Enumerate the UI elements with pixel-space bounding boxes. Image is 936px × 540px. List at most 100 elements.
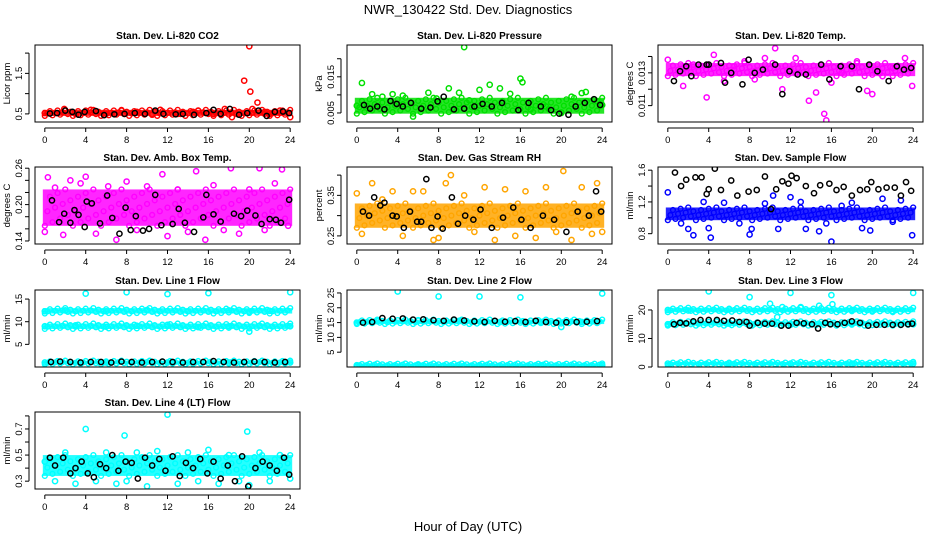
data-point bbox=[700, 215, 707, 223]
data-point bbox=[435, 234, 442, 242]
y-axis: 0.3 0.5 0.7 bbox=[14, 415, 30, 488]
x-tick-label: 24 bbox=[285, 257, 296, 268]
data-point bbox=[46, 454, 54, 462]
data-point bbox=[417, 108, 424, 116]
data-point bbox=[286, 290, 294, 296]
data-point bbox=[670, 320, 678, 328]
data-point bbox=[164, 204, 171, 211]
data-point bbox=[761, 61, 769, 68]
data-point bbox=[751, 69, 759, 77]
data-point bbox=[126, 472, 133, 480]
data-point bbox=[828, 291, 835, 299]
data-point bbox=[476, 86, 483, 94]
data-point bbox=[82, 454, 89, 461]
data-point bbox=[728, 215, 735, 223]
data-point bbox=[225, 307, 233, 314]
x-tick-label: 16 bbox=[826, 380, 837, 391]
point-cloud-band bbox=[354, 319, 605, 325]
data-point bbox=[664, 360, 672, 367]
data-point bbox=[542, 318, 550, 326]
data-point bbox=[41, 228, 49, 236]
y-tick-label: 1.6 bbox=[637, 164, 648, 177]
data-point bbox=[761, 173, 769, 180]
data-point bbox=[143, 183, 151, 190]
data-point bbox=[792, 54, 799, 62]
data-point bbox=[715, 69, 723, 76]
data-point bbox=[435, 293, 442, 300]
data-point bbox=[458, 94, 465, 101]
y-tick-label: 5 bbox=[14, 342, 25, 347]
data-point bbox=[285, 471, 293, 478]
data-point bbox=[578, 183, 586, 191]
data-point bbox=[72, 464, 79, 472]
x-tick-label: 24 bbox=[285, 380, 296, 391]
data-point bbox=[808, 320, 816, 328]
data-point bbox=[217, 475, 225, 482]
data-point bbox=[766, 209, 774, 216]
data-point bbox=[738, 209, 746, 216]
data-point bbox=[373, 103, 381, 110]
data-point bbox=[766, 65, 774, 72]
data-point bbox=[807, 67, 815, 74]
data-point bbox=[843, 210, 850, 217]
data-point bbox=[190, 111, 198, 119]
data-point bbox=[578, 110, 585, 117]
data-point bbox=[192, 167, 200, 175]
data-point bbox=[87, 358, 95, 366]
y-tick-label: 15 bbox=[14, 294, 25, 305]
panel-title: Stan. Dev. Line 4 (LT) Flow bbox=[105, 398, 231, 409]
y-axis-label: ml/min bbox=[2, 315, 13, 343]
plot-area bbox=[41, 290, 294, 367]
data-point bbox=[233, 466, 240, 473]
data-point bbox=[593, 317, 601, 325]
data-point bbox=[190, 228, 198, 236]
data-point bbox=[230, 210, 238, 218]
data-point bbox=[756, 215, 763, 223]
data-point bbox=[49, 219, 56, 226]
data-point bbox=[727, 69, 735, 77]
data-point bbox=[404, 217, 412, 224]
data-point bbox=[695, 212, 702, 219]
data-point bbox=[902, 205, 909, 212]
data-point bbox=[767, 205, 775, 213]
data-point bbox=[743, 69, 751, 76]
x-tick-label: 16 bbox=[515, 257, 526, 268]
data-point bbox=[414, 361, 422, 367]
data-point bbox=[828, 213, 835, 220]
data-point bbox=[856, 186, 864, 194]
data-point bbox=[572, 103, 579, 110]
data-point bbox=[778, 177, 786, 185]
data-point bbox=[676, 319, 684, 327]
data-point bbox=[143, 483, 151, 489]
data-point bbox=[427, 101, 435, 108]
data-point bbox=[266, 462, 274, 469]
data-point bbox=[539, 212, 547, 219]
data-point bbox=[460, 192, 468, 199]
data-point bbox=[793, 319, 800, 327]
data-point bbox=[59, 200, 66, 208]
data-point bbox=[874, 61, 881, 68]
data-point bbox=[664, 189, 672, 196]
data-point bbox=[519, 78, 526, 86]
data-point bbox=[287, 320, 294, 327]
data-point bbox=[848, 214, 855, 221]
point-cloud-band bbox=[42, 109, 293, 116]
data-point bbox=[598, 361, 606, 367]
data-point bbox=[481, 183, 488, 191]
data-point bbox=[766, 300, 774, 308]
x-tick-label: 24 bbox=[908, 135, 919, 146]
data-point bbox=[787, 290, 794, 297]
data-point bbox=[143, 460, 151, 467]
data-point bbox=[565, 111, 572, 119]
data-point bbox=[285, 109, 293, 117]
data-point bbox=[81, 108, 89, 116]
data-point bbox=[287, 186, 294, 193]
data-point bbox=[245, 308, 253, 316]
data-point bbox=[182, 222, 189, 229]
data-point bbox=[155, 455, 163, 463]
data-point bbox=[92, 107, 100, 115]
data-point bbox=[514, 94, 521, 101]
data-point bbox=[204, 469, 211, 477]
x-tick-label: 0 bbox=[42, 257, 47, 268]
data-point bbox=[590, 95, 598, 103]
